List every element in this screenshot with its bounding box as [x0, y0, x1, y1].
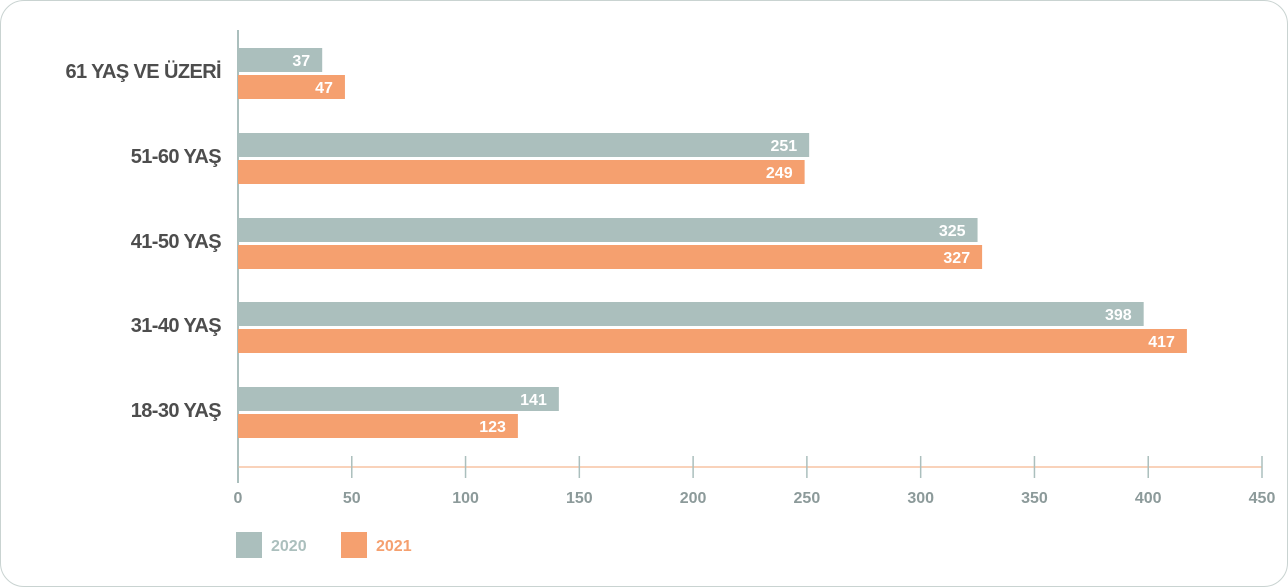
bar-2021[interactable] [238, 245, 983, 269]
x-tick-label: 450 [1249, 490, 1276, 507]
category-label: 51-60 YAŞ [131, 146, 221, 168]
bar-2020[interactable] [238, 48, 323, 72]
x-tick-label: 400 [1135, 490, 1162, 507]
bar-2020[interactable] [238, 133, 810, 157]
bar-2020[interactable] [238, 218, 978, 242]
legend-swatch-2021 [341, 532, 367, 558]
bar-2021[interactable] [238, 75, 345, 99]
x-tick-label: 0 [234, 490, 243, 507]
category-label: 41-50 YAŞ [131, 231, 221, 253]
x-tick-label: 200 [680, 490, 707, 507]
x-tick-label: 50 [343, 490, 361, 507]
bar-2020[interactable] [238, 302, 1144, 326]
x-tick-label: 350 [1021, 490, 1048, 507]
bar-2020[interactable] [238, 387, 559, 411]
x-tick-label: 300 [907, 490, 934, 507]
bar-value-label: 251 [770, 138, 797, 155]
legend-label-2021: 2021 [376, 538, 412, 555]
category-label: 18-30 YAŞ [131, 400, 221, 422]
x-tick-label: 100 [452, 490, 479, 507]
bar-value-label: 249 [766, 165, 793, 182]
bar-value-label: 325 [939, 223, 966, 240]
bar-2021[interactable] [238, 160, 805, 184]
category-label: 31-40 YAŞ [131, 315, 221, 337]
bar-value-label: 417 [1148, 334, 1175, 351]
bar-value-label: 37 [292, 53, 310, 70]
x-tick-label: 250 [794, 490, 821, 507]
x-tick-label: 150 [566, 490, 593, 507]
bar-value-label: 141 [520, 392, 547, 409]
bar-2021[interactable] [238, 414, 518, 438]
bar-value-label: 327 [943, 250, 970, 267]
legend-swatch-2020 [236, 532, 262, 558]
legend-label-2020: 2020 [271, 538, 307, 555]
bar-value-label: 47 [315, 80, 333, 97]
bar-2021[interactable] [238, 329, 1187, 353]
bar-value-label: 398 [1105, 307, 1132, 324]
category-label: 61 YAŞ VE ÜZERİ [65, 60, 221, 83]
bar-value-label: 123 [479, 419, 506, 436]
